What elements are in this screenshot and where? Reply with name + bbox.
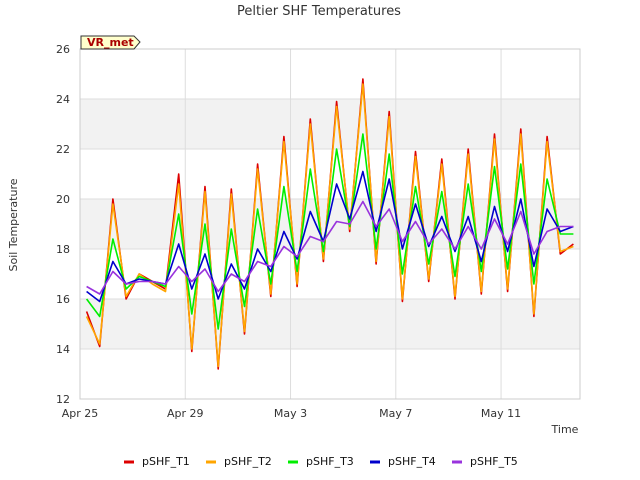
y-tick-label: 24 bbox=[56, 93, 70, 106]
y-axis-ticks: 12 14 16 18 20 22 24 26 bbox=[56, 43, 70, 406]
y-tick-label: 18 bbox=[56, 243, 70, 256]
y-tick-label: 20 bbox=[56, 193, 70, 206]
x-tick-label: Apr 29 bbox=[167, 407, 204, 420]
background-bands bbox=[80, 99, 580, 349]
y-tick-label: 14 bbox=[56, 343, 70, 356]
band bbox=[80, 299, 580, 349]
badge-label: VR_met bbox=[87, 36, 134, 49]
x-axis-ticks: Apr 25 Apr 29 May 3 May 7 May 11 bbox=[62, 407, 521, 420]
legend-item-pSHF_T1: pSHF_T1 bbox=[124, 455, 190, 468]
legend-item-pSHF_T5: pSHF_T5 bbox=[452, 455, 518, 468]
legend-label: pSHF_T3 bbox=[306, 455, 354, 468]
series-line-pSHF_T5 bbox=[86, 200, 574, 295]
series-line-pSHF_T3 bbox=[85, 133, 574, 330]
legend-label: pSHF_T1 bbox=[142, 455, 190, 468]
x-tick-label: May 3 bbox=[274, 407, 307, 420]
y-tick-label: 26 bbox=[56, 43, 70, 56]
legend-item-pSHF_T4: pSHF_T4 bbox=[370, 455, 436, 468]
y-tick-label: 22 bbox=[56, 143, 70, 156]
series-lines bbox=[85, 78, 574, 370]
chart-title: Peltier SHF Temperatures bbox=[237, 4, 401, 19]
legend-item-pSHF_T3: pSHF_T3 bbox=[288, 455, 354, 468]
x-tick-label: Apr 25 bbox=[62, 407, 99, 420]
legend-item-pSHF_T2: pSHF_T2 bbox=[206, 455, 272, 468]
series-line-pSHF_T4 bbox=[86, 170, 574, 303]
badge-shape bbox=[80, 35, 141, 50]
legend: pSHF_T1 pSHF_T2 pSHF_T3 pSHF_T4 pSHF_T5 bbox=[124, 455, 518, 468]
x-tick-label: May 11 bbox=[481, 407, 521, 420]
y-tick-label: 16 bbox=[56, 293, 70, 306]
legend-label: pSHF_T2 bbox=[224, 455, 272, 468]
x-tick-label: May 7 bbox=[379, 407, 412, 420]
legend-label: pSHF_T4 bbox=[388, 455, 436, 468]
y-tick-label: 12 bbox=[56, 393, 70, 406]
x-axis-label: Time bbox=[551, 423, 579, 436]
y-axis-label: Soil Temperature bbox=[7, 178, 20, 271]
legend-label: pSHF_T5 bbox=[470, 455, 518, 468]
plot-area bbox=[79, 48, 581, 400]
station-badge: VR_met bbox=[80, 35, 141, 50]
band bbox=[80, 99, 580, 149]
